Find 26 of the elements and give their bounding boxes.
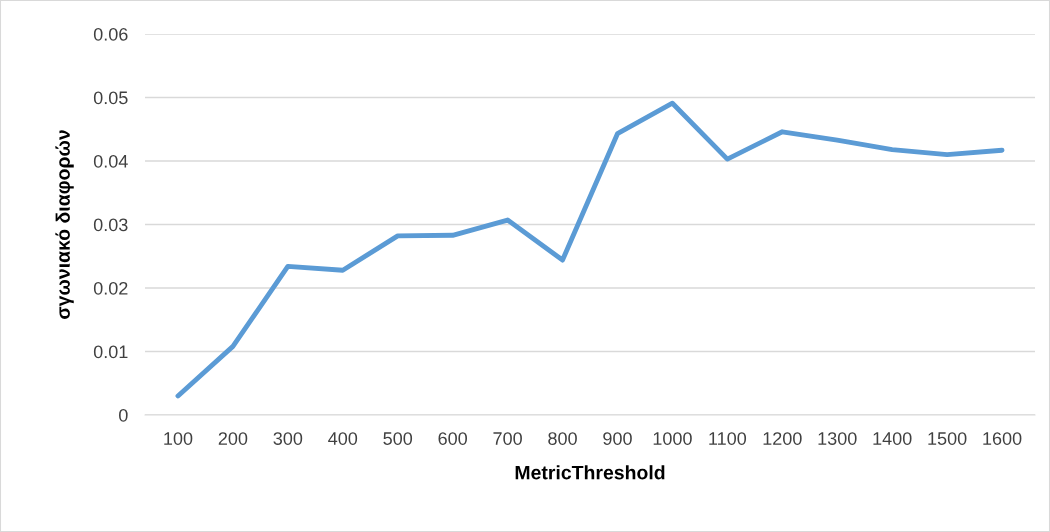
x-tick-label: 1200: [763, 432, 802, 445]
y-tick-label: 0.02: [93, 281, 128, 295]
y-tick-label: 0.04: [93, 154, 128, 168]
x-tick-label: 1600: [983, 432, 1022, 445]
y-tick-label: 0: [119, 408, 128, 422]
line-series: [175, 100, 1005, 399]
y-tick-label: 0.03: [93, 218, 128, 232]
x-axis-title: MetricThreshold: [515, 465, 665, 480]
y-tick-label: 0.05: [93, 91, 128, 105]
x-tick-label: 1300: [818, 432, 857, 445]
y-axis-title: σγωνιακό διαφορών: [55, 130, 74, 319]
x-tick-label: 300: [273, 432, 303, 445]
x-tick-label: 600: [438, 432, 468, 445]
x-tick-label: 1100: [709, 432, 747, 445]
x-tick-label: 1400: [873, 432, 912, 445]
x-tick-label: 200: [218, 432, 248, 445]
x-tick-label: 500: [383, 432, 413, 445]
x-tick-label: 900: [603, 432, 632, 445]
x-tick-label: 1500: [928, 432, 967, 445]
x-tick-label: 1000: [653, 432, 692, 445]
x-tick-label: 400: [328, 432, 358, 445]
x-tick-label: 100: [164, 432, 193, 445]
y-tick-label: 0.06: [93, 27, 128, 41]
x-tick-label: 700: [493, 432, 522, 445]
y-tick-label: 0.01: [93, 345, 128, 359]
x-tick-label: 800: [548, 432, 577, 445]
